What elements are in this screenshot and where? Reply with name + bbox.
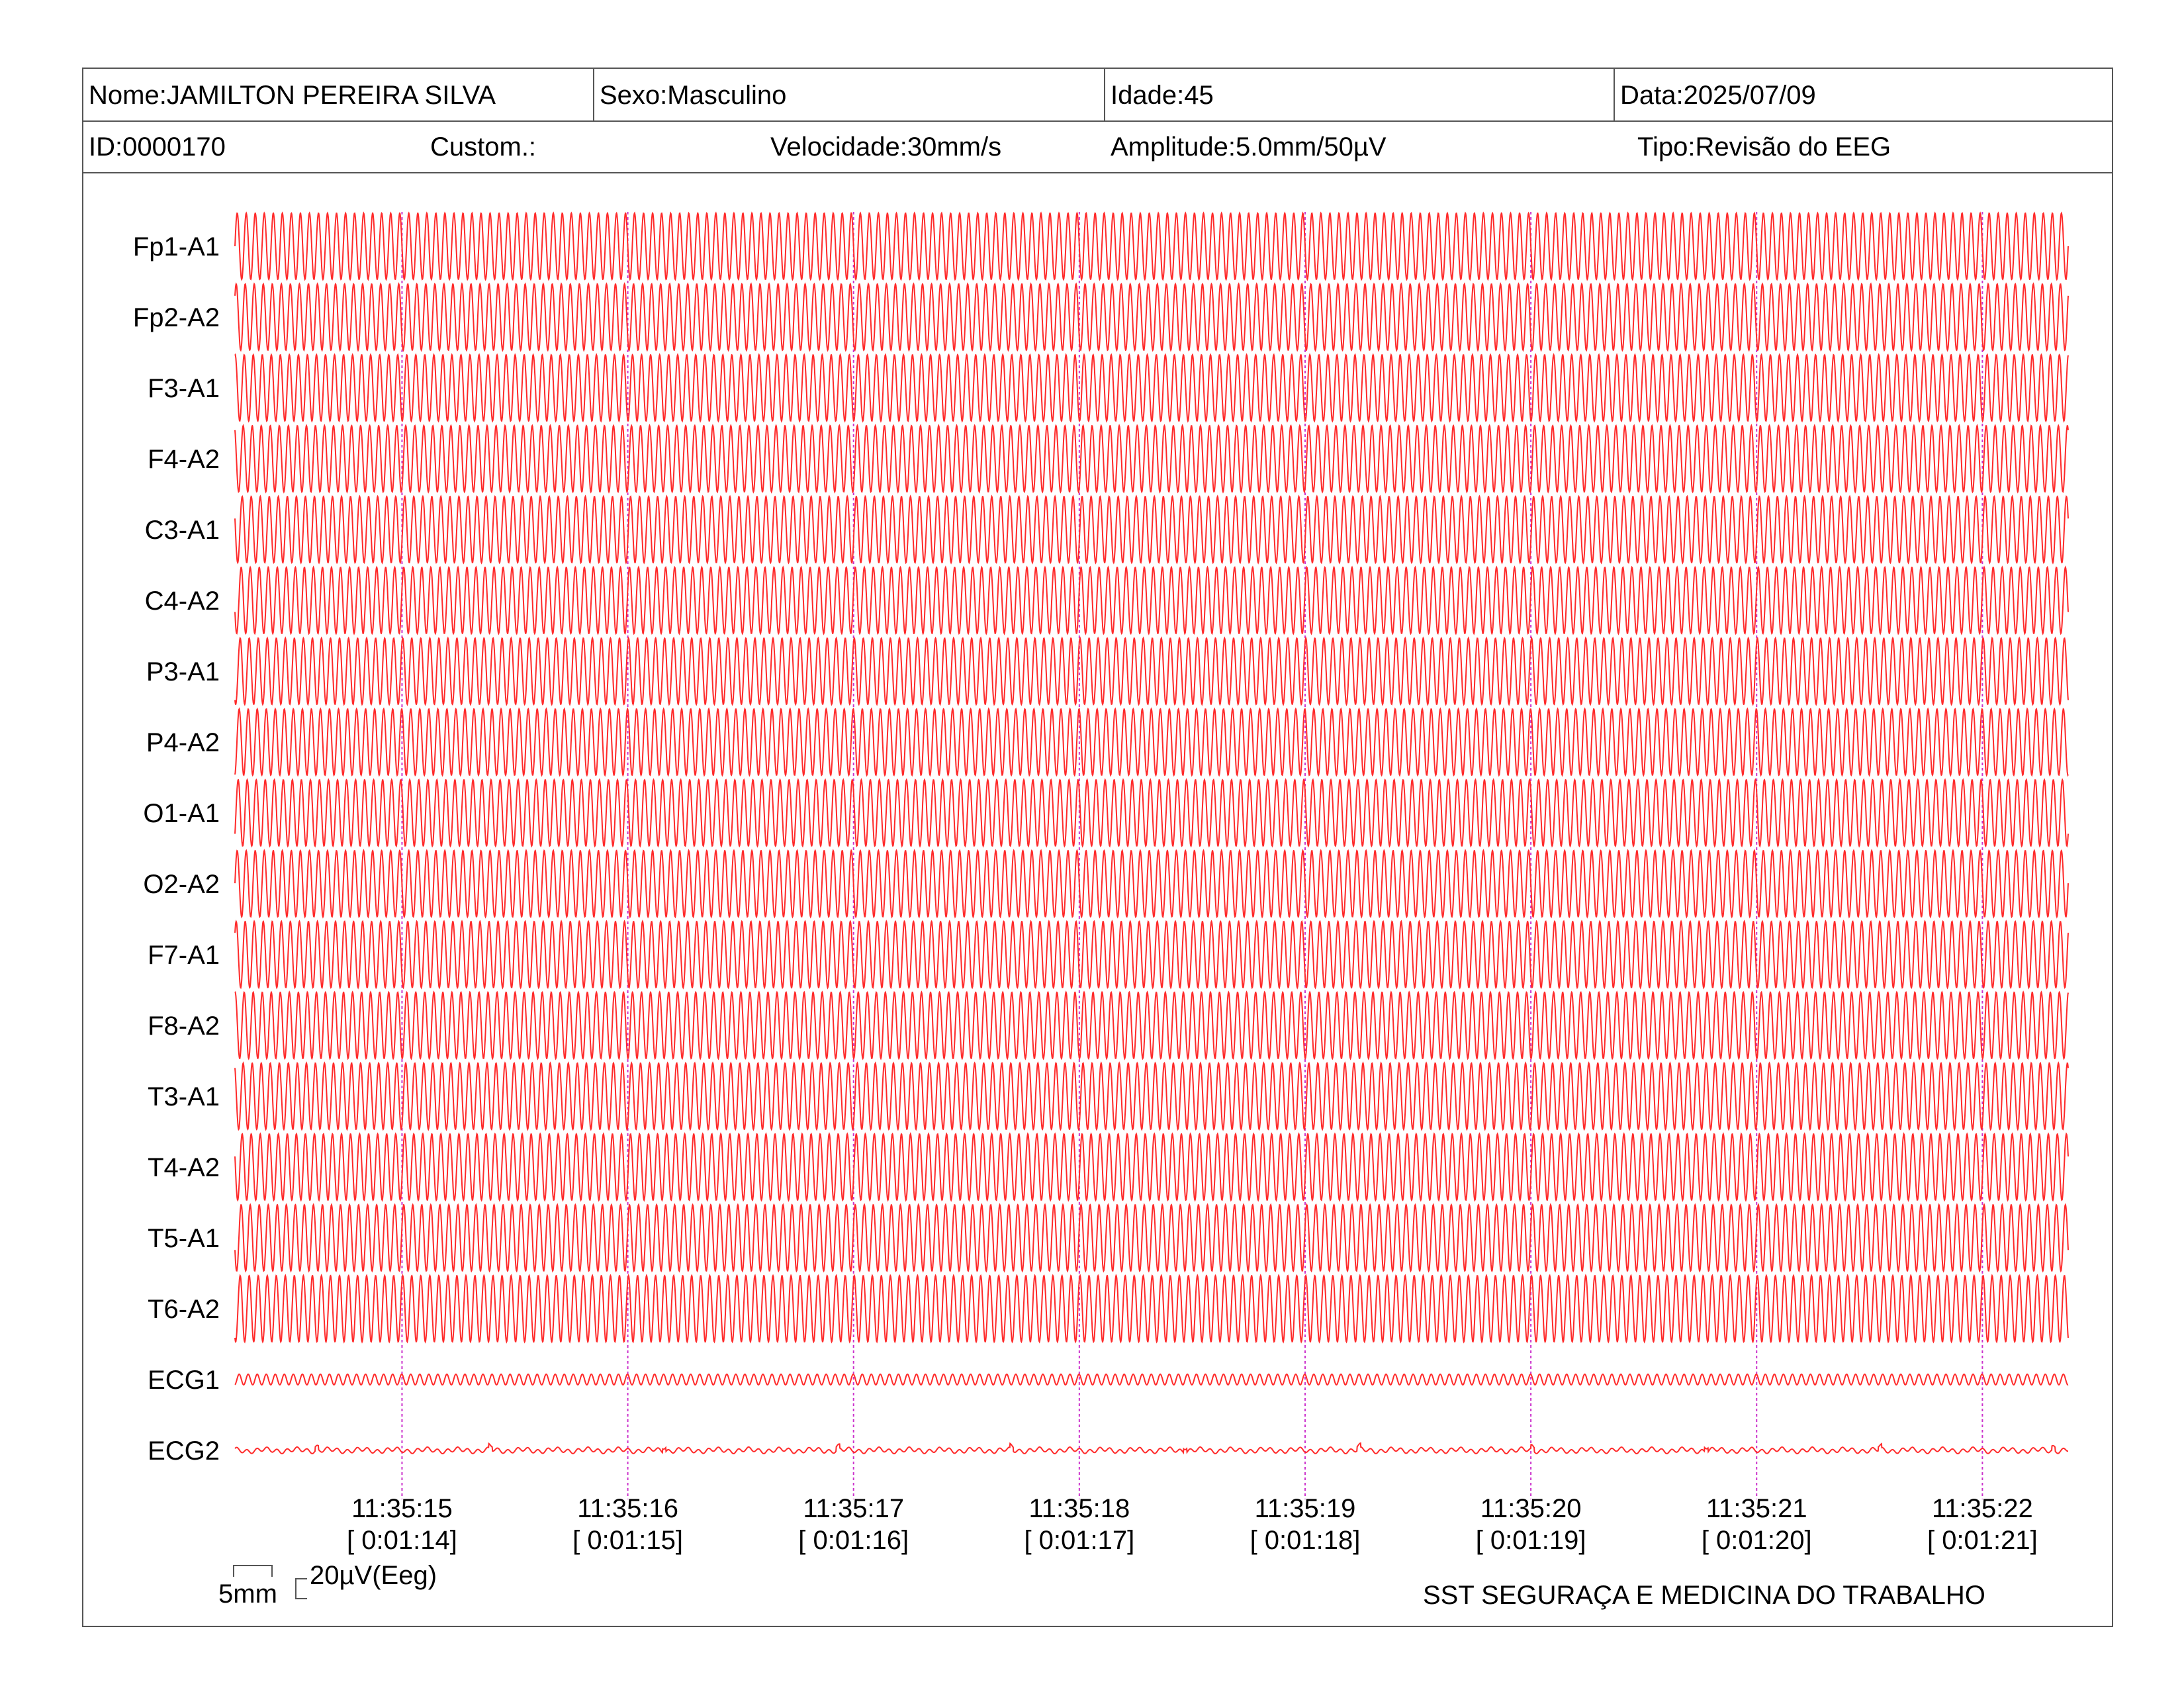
time-clock-label: 11:35:17 [803,1494,904,1523]
channel-label: T3-A1 [148,1082,220,1111]
channel-label: O2-A2 [143,870,220,899]
channel-label: P4-A2 [146,728,220,757]
eeg-traces [234,211,2069,1455]
channel-labels: Fp1-A1 Fp2-A2 F3-A1 F4-A2 C3-A1 C4-A2 P3-A1 P4-… [133,232,220,1466]
channel-label: T6-A2 [148,1295,220,1324]
time-elapsed-label: [ 0:01:18] [1250,1526,1361,1555]
time-elapsed-label: [ 0:01:15] [572,1526,683,1555]
time-clock-label: 11:35:18 [1028,1494,1130,1523]
patient-id: ID:0000170 [89,132,226,162]
channel-trace [234,1373,2069,1386]
uv-scale-label: 20µV(Eeg) [310,1561,437,1590]
channel-trace [234,1061,2069,1131]
amplitude-setting: Amplitude:5.0mm/50µV [1111,132,1387,162]
time-elapsed-label: [ 0:01:17] [1024,1526,1134,1555]
channel-label: O1-A1 [143,799,220,828]
channel-label: C3-A1 [145,516,220,545]
channel-trace [234,1132,2069,1202]
patient-age: Idade:45 [1104,69,1614,120]
time-elapsed-label: [ 0:01:14] [347,1526,457,1555]
channel-trace [234,849,2069,919]
mm-scale-label: 5mm [218,1579,277,1609]
speed-setting: Velocidade:30mm/s [770,132,1002,162]
channel-label: F4-A2 [148,445,220,474]
channel-label: F8-A2 [148,1011,220,1041]
calibration-scale: 5mm 20µV(Eeg) [218,1561,549,1614]
channel-trace [234,1203,2069,1273]
channel-label: T4-A2 [148,1153,220,1182]
channel-trace [234,919,2069,990]
channel-label: C4-A2 [145,586,220,616]
header-row-2: ID:0000170 Custom.: Velocidade:30mm/s Am… [83,122,2112,173]
channel-trace [234,778,2069,848]
channel-label: Fp2-A2 [133,303,220,332]
channel-label: F3-A1 [148,374,220,403]
report-frame: Nome:JAMILTON PEREIRA SILVA Sexo:Masculi… [82,68,2113,1627]
channel-trace [234,990,2069,1060]
channel-trace [234,565,2069,635]
time-clock-label: 11:35:15 [351,1494,453,1523]
patient-name: Nome:JAMILTON PEREIRA SILVA [89,81,496,110]
channel-trace [234,1274,2069,1344]
channel-trace [234,353,2069,423]
channel-label: P3-A1 [146,657,220,686]
exam-type: Tipo:Revisão do EEG [1637,132,1891,162]
custom-field: Custom.: [430,132,537,162]
channel-trace [234,707,2069,777]
time-clock-label: 11:35:16 [577,1494,678,1523]
time-clock-label: 11:35:19 [1255,1494,1356,1523]
uv-scale-bracket [295,1578,307,1599]
channel-label: ECG1 [148,1366,220,1395]
header-row-1: Nome:JAMILTON PEREIRA SILVA Sexo:Masculi… [83,69,2112,122]
time-elapsed-label: [ 0:01:20] [1702,1526,1812,1555]
channel-label: F7-A1 [148,941,220,970]
time-clock-label: 11:35:21 [1706,1494,1807,1523]
mm-scale-bracket [233,1565,273,1577]
channel-label: Fp1-A1 [133,232,220,261]
channel-trace [234,424,2069,494]
patient-sex: Sexo:Masculino [593,69,1104,120]
channel-label: ECG2 [148,1436,220,1466]
time-elapsed-label: [ 0:01:16] [798,1526,909,1555]
channel-trace [234,282,2069,352]
channel-trace [234,636,2069,706]
time-clock-label: 11:35:20 [1480,1494,1582,1523]
channel-trace [234,494,2069,565]
time-clock-label: 11:35:22 [1932,1494,2033,1523]
exam-date: Data:2025/07/09 [1614,69,2113,120]
time-elapsed-label: [ 0:01:19] [1476,1526,1586,1555]
time-axis-labels: 11:35:15 [ 0:01:14] 11:35:16 [ 0:01:15] 11:3… [347,1494,2038,1555]
channel-trace [234,211,2069,281]
channel-label: T5-A1 [148,1224,220,1253]
time-elapsed-label: [ 0:01:21] [1927,1526,2038,1555]
clinic-footer: SST SEGURAÇA E MEDICINA DO TRABALHO [1423,1581,1985,1610]
channel-trace [234,1442,2068,1455]
